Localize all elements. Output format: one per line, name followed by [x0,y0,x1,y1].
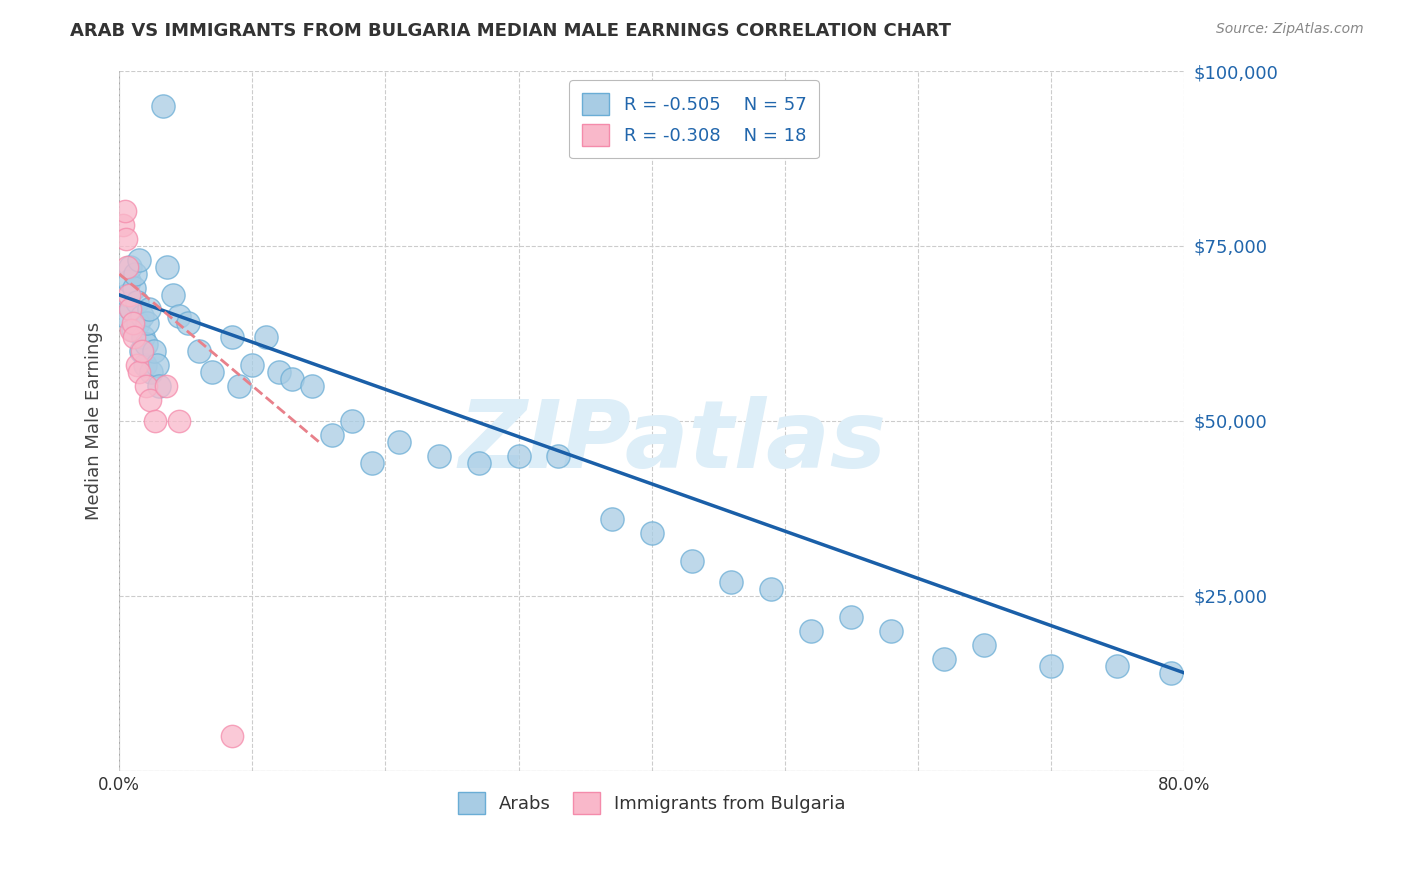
Point [121,316,143,330]
Point [1039,658,1062,673]
Point [128,365,150,379]
Point [800,624,823,638]
Point [145,358,167,372]
Point [301,379,323,393]
Point [880,624,903,638]
Point [134,358,156,372]
Point [138,301,160,316]
Point [177,316,200,330]
Point [120,301,142,316]
Point [141,365,163,379]
Point [321,428,343,442]
Point [139,392,162,407]
Point [152,99,174,113]
Y-axis label: Median Male Earnings: Median Male Earnings [86,322,103,520]
Point [115,232,138,246]
Point [1160,665,1182,680]
Point [427,449,450,463]
Point [221,729,243,743]
Point [934,652,956,666]
Point [125,358,148,372]
Point [839,609,862,624]
Point [114,309,136,323]
Point [388,434,411,449]
Point [547,449,569,463]
Point [201,365,224,379]
Text: ZIPatlas: ZIPatlas [458,396,887,488]
Point [114,204,136,219]
Point [117,288,139,302]
Point [135,337,157,351]
Text: ARAB VS IMMIGRANTS FROM BULGARIA MEDIAN MALE EARNINGS CORRELATION CHART: ARAB VS IMMIGRANTS FROM BULGARIA MEDIAN … [70,22,952,40]
Point [129,343,152,358]
Point [228,379,250,393]
Point [156,260,179,274]
Point [467,456,489,470]
Point [118,260,141,274]
Point [340,414,363,428]
Point [281,372,304,386]
Point [155,379,177,393]
Point [135,379,157,393]
Point [124,267,146,281]
Point [132,330,155,344]
Point [1107,658,1129,673]
Point [167,414,190,428]
Point [131,343,153,358]
Point [720,574,742,589]
Point [148,379,170,393]
Point [143,414,166,428]
Point [162,288,184,302]
Point [118,301,141,316]
Point [127,316,149,330]
Point [254,330,277,344]
Point [122,281,145,295]
Point [136,316,159,330]
Point [188,343,211,358]
Text: Source: ZipAtlas.com: Source: ZipAtlas.com [1216,22,1364,37]
Point [131,309,153,323]
Point [117,274,139,288]
Point [120,323,142,337]
Point [117,260,139,274]
Point [142,343,165,358]
Legend: Arabs, Immigrants from Bulgaria: Arabs, Immigrants from Bulgaria [447,780,856,824]
Point [600,512,623,526]
Point [122,330,145,344]
Point [121,323,143,337]
Point [128,252,150,267]
Point [508,449,530,463]
Point [761,582,783,596]
Point [112,218,135,232]
Point [167,309,190,323]
Point [361,456,384,470]
Point [267,365,290,379]
Point [640,525,662,540]
Point [240,358,263,372]
Point [681,554,703,568]
Point [973,638,995,652]
Point [125,294,148,309]
Point [117,288,139,302]
Point [221,330,243,344]
